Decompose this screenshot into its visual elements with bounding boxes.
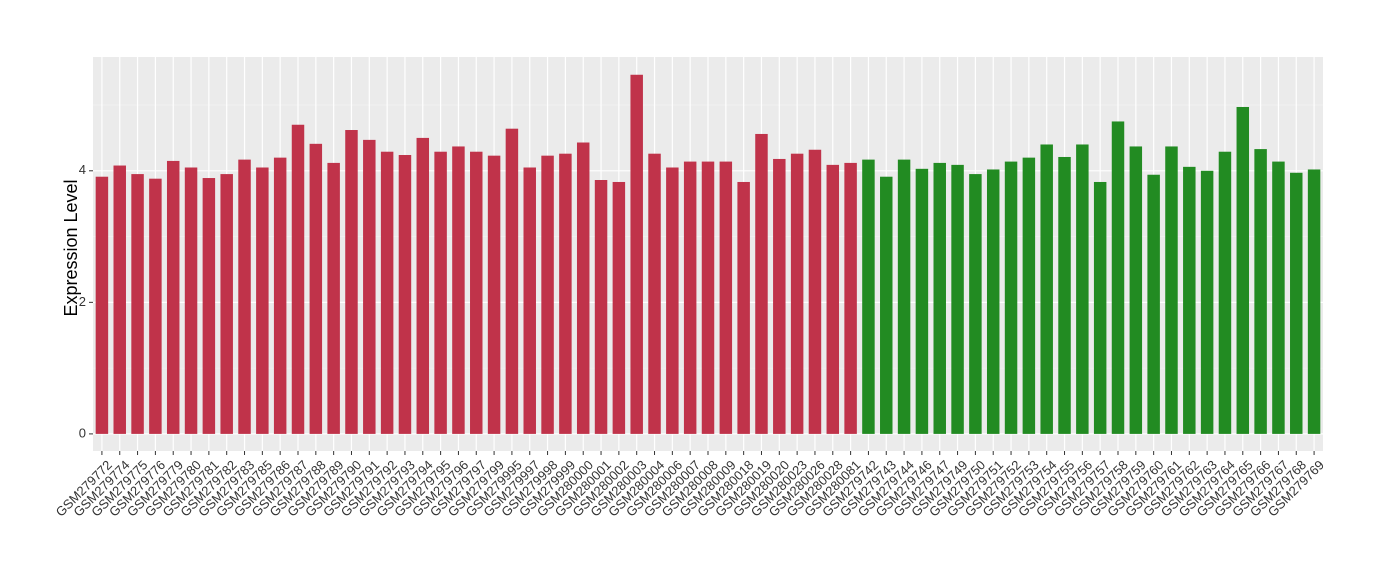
bar — [1004, 161, 1018, 434]
bar — [416, 137, 430, 434]
bar — [273, 157, 287, 434]
bar — [380, 151, 394, 434]
bar — [202, 178, 216, 434]
bar — [345, 130, 358, 434]
bar — [1093, 181, 1107, 434]
bar — [1022, 157, 1036, 434]
bar — [1236, 106, 1250, 434]
bar — [523, 167, 536, 434]
y-tick-label: 0 — [79, 425, 86, 440]
bar — [1040, 144, 1053, 434]
bar — [1272, 161, 1285, 434]
bar — [1129, 146, 1143, 434]
y-tick-label: 2 — [79, 294, 86, 309]
bar — [969, 174, 982, 434]
bar — [790, 153, 804, 434]
bar — [1200, 170, 1214, 434]
bar — [363, 139, 376, 434]
bar — [915, 168, 929, 434]
bar — [1058, 156, 1071, 434]
bar — [1218, 151, 1232, 434]
y-axis-label: Expression Level — [61, 179, 81, 316]
bar — [683, 161, 697, 434]
bar — [576, 142, 590, 434]
bar — [1111, 121, 1125, 434]
bar — [291, 124, 305, 434]
bar — [897, 159, 911, 434]
bar — [541, 155, 554, 434]
bar — [862, 159, 875, 434]
bar — [1076, 144, 1089, 434]
bar — [166, 160, 180, 434]
bar — [719, 161, 733, 434]
bar — [309, 143, 323, 434]
bar — [220, 174, 233, 434]
bar — [648, 153, 661, 434]
bar — [773, 158, 786, 434]
bar — [986, 169, 1000, 434]
bar — [951, 164, 964, 434]
bar — [701, 161, 715, 434]
bar — [470, 151, 483, 434]
bar — [1254, 149, 1267, 434]
bar — [880, 176, 893, 434]
bar — [487, 155, 501, 434]
bar — [737, 181, 750, 434]
bar — [612, 181, 626, 434]
bar — [1183, 166, 1196, 434]
bar — [630, 74, 643, 434]
bar — [238, 159, 251, 434]
bar — [452, 146, 465, 434]
bar — [327, 162, 340, 434]
bar — [844, 162, 857, 434]
bar — [256, 167, 269, 434]
bar — [666, 167, 679, 434]
bar — [594, 180, 608, 434]
bar — [933, 162, 946, 434]
bar — [808, 149, 822, 434]
bar — [131, 174, 144, 434]
bar — [559, 153, 572, 434]
bar — [1165, 146, 1178, 434]
bar — [149, 178, 162, 434]
bar — [1307, 169, 1321, 434]
bar — [434, 151, 447, 434]
bar — [398, 155, 412, 434]
bar — [95, 176, 109, 434]
bar — [755, 133, 768, 434]
bar — [1147, 174, 1160, 434]
bar — [505, 128, 519, 434]
bar — [113, 165, 126, 434]
bar — [826, 164, 840, 434]
bar — [184, 167, 198, 434]
bar — [1290, 172, 1303, 434]
y-tick-label: 4 — [79, 162, 86, 177]
